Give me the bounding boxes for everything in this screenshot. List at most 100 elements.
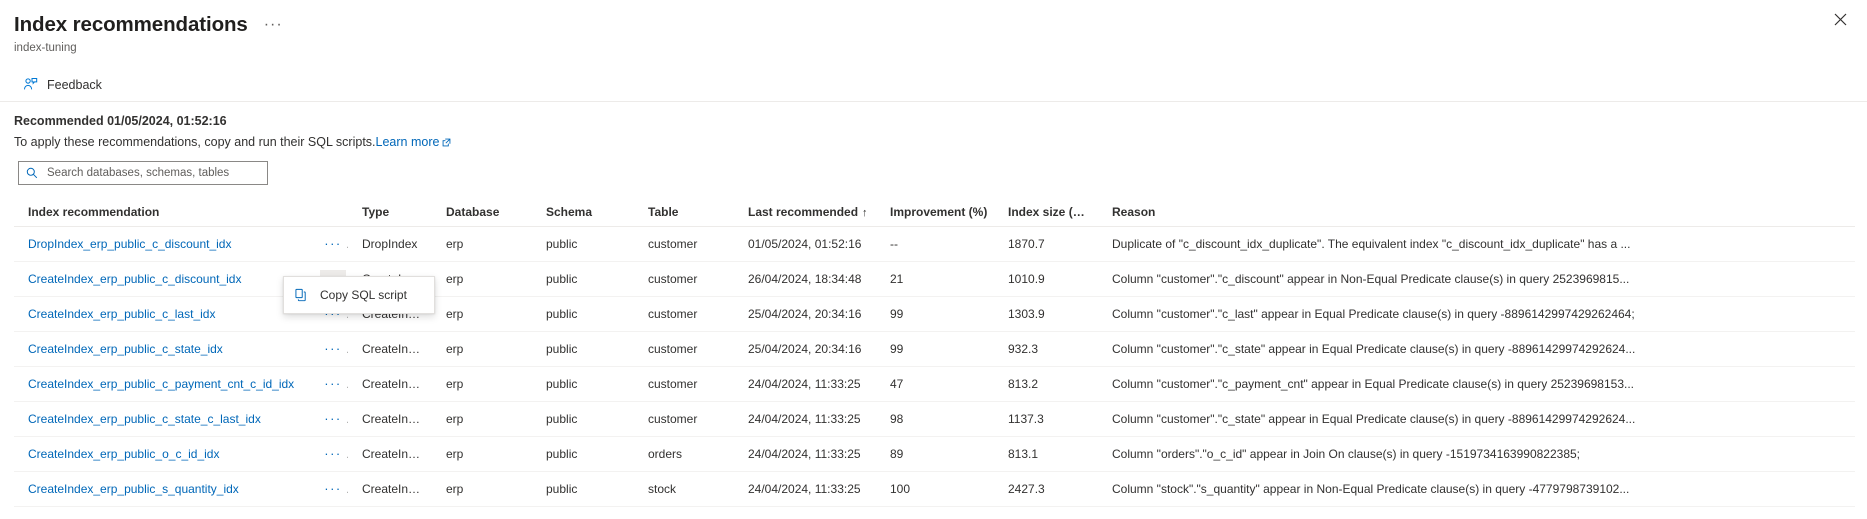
column-header-schema[interactable]: Schema bbox=[532, 199, 634, 227]
cell-reason: Column "stock"."s_quantity" appear in No… bbox=[1098, 471, 1855, 507]
table-row[interactable]: CreateIndex_erp_public_s_quantity_idx ···… bbox=[14, 471, 1855, 507]
cell-index-size: 932.3 bbox=[994, 331, 1098, 367]
cell-database: erp bbox=[432, 436, 532, 472]
column-header-last-recommended[interactable]: Last recommended ↑ bbox=[734, 199, 876, 227]
index-recommendation-link[interactable]: CreateIndex_erp_public_o_c_id_idx bbox=[28, 447, 220, 461]
cell-improvement: 47 bbox=[876, 366, 994, 402]
cell-schema: public bbox=[532, 296, 634, 332]
cell-index-size: 813.1 bbox=[994, 436, 1098, 472]
page-subtitle: index-tuning bbox=[14, 42, 77, 54]
cell-table: customer bbox=[634, 296, 734, 332]
cell-type: CreateIndex bbox=[348, 401, 432, 437]
table-row[interactable]: CreateIndex_erp_public_c_state_c_last_id… bbox=[14, 401, 1855, 437]
cell-improvement: 100 bbox=[876, 471, 994, 507]
search-icon bbox=[26, 167, 38, 179]
cell-row-actions: ··· bbox=[306, 471, 348, 507]
cell-row-actions: ··· bbox=[306, 226, 348, 262]
column-header-database[interactable]: Database bbox=[432, 199, 532, 227]
index-recommendation-link[interactable]: CreateIndex_erp_public_c_payment_cnt_c_i… bbox=[28, 377, 295, 391]
table-row[interactable]: CreateIndex_erp_public_c_state_idx ··· Cre… bbox=[14, 331, 1855, 367]
context-menu-item-label: Copy SQL script bbox=[320, 288, 407, 302]
column-header-reason[interactable]: Reason bbox=[1098, 199, 1855, 227]
cell-index-size: 2427.3 bbox=[994, 471, 1098, 507]
cell-improvement: -- bbox=[876, 226, 994, 262]
column-header-improvement[interactable]: Improvement (%) bbox=[876, 199, 994, 227]
column-header-last-recommended-label: Last recommended bbox=[748, 205, 859, 219]
cell-database: erp bbox=[432, 296, 532, 332]
cell-schema: public bbox=[532, 471, 634, 507]
cell-type: CreateIndex bbox=[348, 436, 432, 472]
cell-last-recommended: 24/04/2024, 11:33:25 bbox=[734, 436, 876, 472]
cell-table: customer bbox=[634, 226, 734, 262]
title-row: Index recommendations ··· bbox=[14, 12, 1867, 38]
row-menu-button[interactable]: ··· bbox=[324, 446, 342, 461]
cell-reason: Column "customer"."c_last" appear in Equ… bbox=[1098, 296, 1855, 332]
context-menu-item-copy-sql-script[interactable]: Copy SQL script bbox=[284, 281, 434, 309]
index-recommendation-link[interactable]: DropIndex_erp_public_c_discount_idx bbox=[28, 237, 232, 251]
cell-schema: public bbox=[532, 436, 634, 472]
column-header-actions bbox=[306, 199, 348, 227]
table-row[interactable]: CreateIndex_erp_public_o_c_id_idx ··· Crea… bbox=[14, 436, 1855, 472]
row-menu-button[interactable]: ··· bbox=[324, 236, 342, 251]
cell-row-actions: ··· bbox=[306, 331, 348, 367]
cell-last-recommended: 01/05/2024, 01:52:16 bbox=[734, 226, 876, 262]
index-recommendation-link[interactable]: CreateIndex_erp_public_c_discount_idx bbox=[28, 272, 242, 286]
index-recommendation-link[interactable]: CreateIndex_erp_public_c_state_idx bbox=[28, 342, 223, 356]
cell-improvement: 89 bbox=[876, 436, 994, 472]
copy-icon bbox=[294, 287, 310, 303]
cell-improvement: 99 bbox=[876, 296, 994, 332]
cell-improvement: 99 bbox=[876, 331, 994, 367]
cell-schema: public bbox=[532, 331, 634, 367]
table-body: DropIndex_erp_public_c_discount_idx ··· Dr… bbox=[14, 226, 1855, 507]
cell-type: DropIndex bbox=[348, 226, 432, 262]
search-box[interactable] bbox=[18, 161, 268, 185]
more-options-icon[interactable]: ··· bbox=[263, 16, 283, 33]
cell-database: erp bbox=[432, 331, 532, 367]
row-menu-button[interactable]: ··· bbox=[324, 376, 342, 391]
table-row[interactable]: CreateIndex_erp_public_c_last_idx···Crea… bbox=[14, 296, 1855, 332]
blade-header: Index recommendations ··· index-tuning bbox=[0, 0, 1867, 56]
table-row[interactable]: CreateIndex_erp_public_c_payment_cnt_c_i… bbox=[14, 366, 1855, 402]
index-recommendation-link[interactable]: CreateIndex_erp_public_s_quantity_idx bbox=[28, 482, 239, 496]
cell-reason: Column "customer"."c_state" appear in Eq… bbox=[1098, 401, 1855, 437]
column-header-table[interactable]: Table bbox=[634, 199, 734, 227]
cell-last-recommended: 25/04/2024, 20:34:16 bbox=[734, 331, 876, 367]
close-icon bbox=[1834, 13, 1846, 25]
learn-more-link[interactable]: Learn more bbox=[375, 135, 440, 149]
column-header-index-recommendation[interactable]: Index recommendation bbox=[14, 199, 306, 227]
info-description: To apply these recommendations, copy and… bbox=[14, 135, 376, 149]
recommended-timestamp: Recommended 01/05/2024, 01:52:16 bbox=[14, 114, 227, 128]
table-row[interactable]: DropIndex_erp_public_c_discount_idx ··· Dr… bbox=[14, 226, 1855, 262]
page-title: Index recommendations bbox=[14, 13, 248, 36]
cell-last-recommended: 24/04/2024, 11:33:25 bbox=[734, 401, 876, 437]
cell-last-recommended: 24/04/2024, 11:33:25 bbox=[734, 471, 876, 507]
cell-index-size: 813.2 bbox=[994, 366, 1098, 402]
index-recommendation-link[interactable]: CreateIndex_erp_public_c_last_idx bbox=[28, 307, 216, 321]
cell-improvement: 21 bbox=[876, 261, 994, 297]
feedback-button[interactable]: Feedback bbox=[14, 70, 110, 100]
sort-ascending-icon: ↑ bbox=[862, 207, 868, 219]
cell-reason: Column "customer"."c_discount" appear in… bbox=[1098, 261, 1855, 297]
index-recommendation-link[interactable]: CreateIndex_erp_public_c_state_c_last_id… bbox=[28, 412, 261, 426]
cell-index-size: 1870.7 bbox=[994, 226, 1098, 262]
recommendations-table: Index recommendation Type Database Schem… bbox=[14, 199, 1855, 507]
column-header-index-size[interactable]: Index size (MB) bbox=[994, 199, 1098, 227]
cell-schema: public bbox=[532, 226, 634, 262]
cell-database: erp bbox=[432, 471, 532, 507]
close-button[interactable] bbox=[1825, 4, 1855, 34]
cell-type: CreateIndex bbox=[348, 331, 432, 367]
column-header-type[interactable]: Type bbox=[348, 199, 432, 227]
cell-index-recommendation: CreateIndex_erp_public_c_discount_idx bbox=[14, 261, 306, 297]
row-menu-button[interactable]: ··· bbox=[324, 341, 342, 356]
recommendations-table-area: Index recommendation Type Database Schem… bbox=[0, 199, 1867, 507]
row-menu-button[interactable]: ··· bbox=[324, 481, 342, 496]
cell-table: customer bbox=[634, 401, 734, 437]
cell-schema: public bbox=[532, 366, 634, 402]
cell-row-actions: ··· bbox=[306, 366, 348, 402]
cell-index-recommendation: DropIndex_erp_public_c_discount_idx bbox=[14, 226, 306, 262]
info-section: Recommended 01/05/2024, 01:52:16 To appl… bbox=[0, 102, 1867, 152]
cell-index-recommendation: CreateIndex_erp_public_o_c_id_idx bbox=[14, 436, 306, 472]
cell-database: erp bbox=[432, 226, 532, 262]
row-menu-button[interactable]: ··· bbox=[324, 411, 342, 426]
search-input[interactable] bbox=[45, 166, 260, 180]
